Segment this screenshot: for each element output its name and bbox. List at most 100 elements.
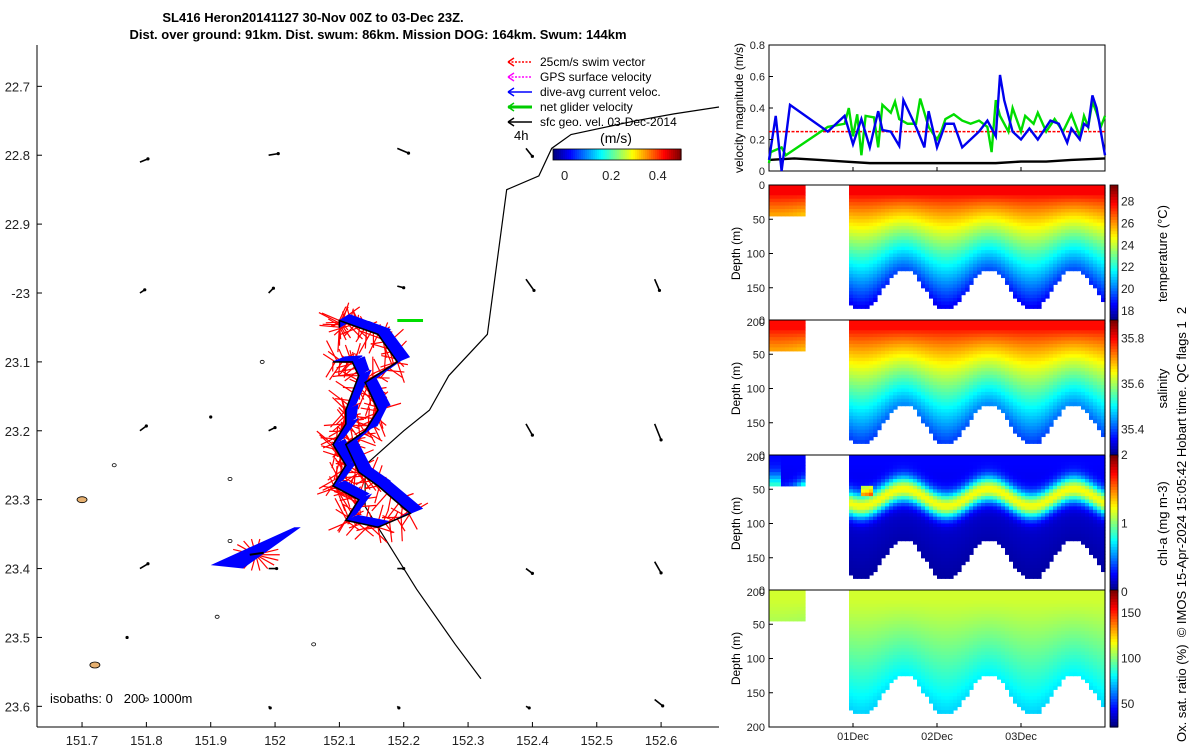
map-y-tick-label: 23.1 <box>5 355 30 370</box>
section-cell <box>785 198 790 203</box>
section-cell <box>781 323 786 328</box>
section-cell <box>1081 320 1086 325</box>
section-cell <box>1081 361 1086 366</box>
section-cell <box>861 260 866 265</box>
section-cell <box>913 219 918 224</box>
section-cell <box>913 395 918 400</box>
section-cell <box>961 277 966 282</box>
section-cell <box>857 323 862 328</box>
section-cell <box>917 320 922 325</box>
section-cell <box>885 195 890 200</box>
section-cell <box>937 340 942 345</box>
section-cell <box>1057 330 1062 335</box>
section-cell <box>917 343 922 348</box>
section-cell <box>909 236 914 241</box>
section-cell <box>1085 364 1090 369</box>
section-cell <box>1093 323 1098 328</box>
section-cell <box>941 280 946 285</box>
section-cell <box>1033 385 1038 390</box>
section-cell <box>1041 385 1046 390</box>
section-cell <box>789 458 794 463</box>
section-cell <box>773 330 778 335</box>
section-cell <box>889 250 894 255</box>
section-cell <box>929 205 934 210</box>
section-cell <box>957 243 962 248</box>
section-cell <box>917 256 922 261</box>
section-cell <box>801 191 806 196</box>
section-cell <box>1041 361 1046 366</box>
section-cell <box>1065 202 1070 207</box>
section-cell <box>881 212 886 217</box>
section-cell <box>1057 202 1062 207</box>
section-cell <box>937 398 942 403</box>
section-cell <box>989 391 994 396</box>
section-cell <box>877 385 882 390</box>
section-cell <box>1045 326 1050 331</box>
section-cell <box>1061 374 1066 379</box>
colorbar-swatch <box>671 149 674 160</box>
section-cell <box>865 277 870 282</box>
section-cell <box>989 239 994 244</box>
section-cell <box>885 198 890 203</box>
section-cell <box>869 388 874 393</box>
section-cell <box>1061 378 1066 383</box>
section-cell <box>1013 270 1018 275</box>
section-cell <box>917 412 922 417</box>
section-cell <box>929 364 934 369</box>
section-cell <box>905 212 910 217</box>
section-cell <box>933 381 938 386</box>
section-cell <box>1045 226 1050 231</box>
section-cell <box>1065 195 1070 200</box>
swim-vector <box>381 354 396 360</box>
section-cell <box>981 385 986 390</box>
section-cell <box>1041 364 1046 369</box>
section-cell <box>857 198 862 203</box>
section-cell <box>1041 395 1046 400</box>
section-cell <box>1057 398 1062 403</box>
section-cell <box>781 205 786 210</box>
section-cell <box>1005 347 1010 352</box>
section-cell <box>961 367 966 372</box>
section-cell <box>957 270 962 275</box>
section-cell <box>977 343 982 348</box>
section-cell <box>873 429 878 434</box>
section-cell <box>901 195 906 200</box>
section-cell <box>1017 330 1022 335</box>
section-cell <box>1049 422 1054 427</box>
section-cell <box>893 267 898 272</box>
section-cell <box>913 270 918 275</box>
section-cell <box>989 205 994 210</box>
section-cell <box>801 320 806 325</box>
section-cell <box>1057 263 1062 268</box>
section-cell <box>985 323 990 328</box>
section-colorbar-swatch <box>1110 425 1118 430</box>
section-cell <box>929 320 934 325</box>
section-cell <box>877 205 882 210</box>
section-cell <box>865 412 870 417</box>
section-cell <box>965 374 970 379</box>
section-colorbar-swatch <box>1110 293 1118 297</box>
section-cell <box>1101 378 1106 383</box>
section-cell <box>789 326 794 331</box>
section-cell <box>1049 202 1054 207</box>
section-cell <box>1041 243 1046 248</box>
colorbar-swatch <box>585 149 588 160</box>
section-cell <box>941 340 946 345</box>
section-cell <box>909 350 914 355</box>
section-cell <box>1101 350 1106 355</box>
section-cell <box>1009 270 1014 275</box>
section-cell <box>937 250 942 255</box>
section-cell <box>1009 333 1014 338</box>
section-cell <box>917 326 922 331</box>
section-cell <box>997 343 1002 348</box>
section-cell <box>965 250 970 255</box>
section-cell <box>853 513 858 518</box>
section-colorbar-swatch <box>1110 325 1118 330</box>
colorbar-swatch <box>599 149 602 160</box>
section-cell <box>873 188 878 193</box>
section-cell <box>1061 357 1066 362</box>
section-cell <box>885 330 890 335</box>
velocity-y-tick-label: 0.6 <box>750 72 765 84</box>
section-cell <box>921 270 926 275</box>
